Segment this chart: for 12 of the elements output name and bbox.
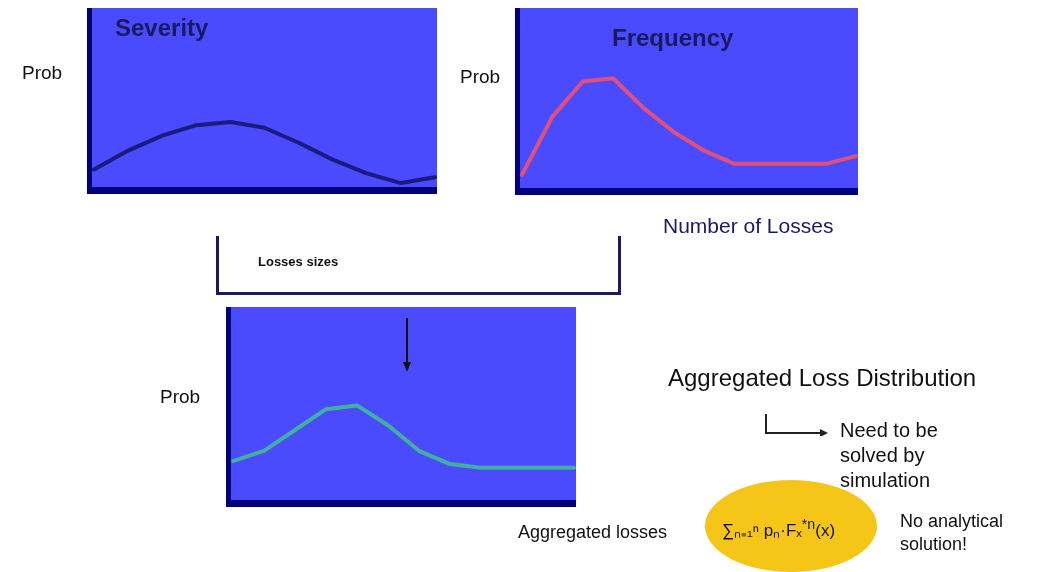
text: No analytical solution! bbox=[900, 510, 1005, 555]
y-axis-title: Prob bbox=[22, 62, 63, 84]
x-axis-title: Number of Losses bbox=[663, 214, 834, 238]
text: Losses sizes bbox=[258, 254, 339, 269]
text: ∑ₙ₌₁ⁿ pₙ·Fₓ$^{*n}$(x) bbox=[722, 516, 836, 541]
text: Aggregated Loss Distribution bbox=[668, 364, 977, 392]
text: Aggregated losses bbox=[518, 522, 668, 543]
y-axis-title: Prob bbox=[160, 386, 201, 408]
chart-title: Frequency bbox=[612, 24, 734, 52]
chart-title: Severity bbox=[115, 14, 209, 42]
y-axis-title: Prob bbox=[460, 66, 501, 88]
text: Need to be solved by simulation bbox=[840, 418, 939, 493]
